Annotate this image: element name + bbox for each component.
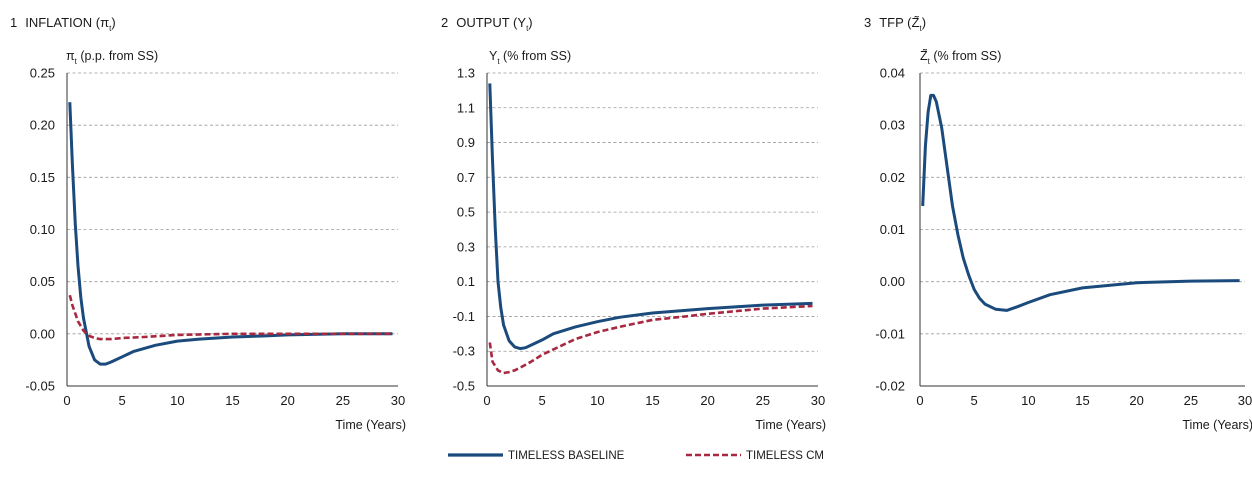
x-tick-label: 10 bbox=[590, 393, 604, 408]
panel-title-text: INFLATION (π bbox=[25, 15, 109, 30]
x-tick-label: 15 bbox=[1075, 393, 1089, 408]
x-tick-label: 15 bbox=[225, 393, 239, 408]
y-axis-label-subscript: t bbox=[75, 57, 78, 66]
y-tick-label: 0.05 bbox=[30, 274, 55, 289]
panel-number: 1 bbox=[10, 15, 17, 30]
y-tick-label: -0.01 bbox=[875, 326, 905, 341]
x-tick-label: 30 bbox=[811, 393, 825, 408]
y-tick-label: 0.25 bbox=[30, 66, 55, 81]
x-tick-label: 5 bbox=[119, 393, 126, 408]
y-axis-label: Yt (% from SS) bbox=[489, 49, 571, 66]
y-tick-label: 0.15 bbox=[30, 170, 55, 185]
series-line-timeless-baseline bbox=[68, 102, 393, 366]
series-line-timeless-cm bbox=[488, 304, 813, 375]
panel-title-text: OUTPUT (Y bbox=[456, 15, 526, 30]
y-tick-label: 1.3 bbox=[457, 66, 475, 81]
series-line-timeless-baseline bbox=[921, 93, 1240, 312]
y-tick-label: 0.03 bbox=[880, 118, 905, 133]
y-tick-label: 0.01 bbox=[880, 222, 905, 237]
y-tick-label: -0.5 bbox=[453, 379, 475, 394]
y-tick-label: -0.05 bbox=[25, 379, 55, 394]
x-axis-label: Time (Years) bbox=[1182, 418, 1252, 432]
y-axis-label: Z̃t (% from SS) bbox=[920, 48, 1001, 66]
y-axis-label-text: (p.p. from SS) bbox=[77, 49, 158, 63]
y-tick-label: 0.04 bbox=[880, 66, 905, 81]
panel-1: 1 INFLATION (πt)πt (p.p. from SS)0.250.20… bbox=[10, 15, 406, 432]
x-tick-label: 15 bbox=[645, 393, 659, 408]
y-tick-label: -0.02 bbox=[875, 379, 905, 394]
x-tick-label: 5 bbox=[971, 393, 978, 408]
x-axis-label: Time (Years) bbox=[335, 418, 406, 432]
y-axis-label-subscript: t bbox=[497, 57, 500, 66]
panel-title: 2 OUTPUT (Yt) bbox=[441, 15, 533, 33]
y-tick-label: 0.9 bbox=[457, 135, 475, 150]
series-line-timeless-cm bbox=[68, 294, 393, 341]
panel-title-close: ) bbox=[922, 15, 926, 30]
x-tick-label: 25 bbox=[756, 393, 770, 408]
panel-number: 2 bbox=[441, 15, 448, 30]
panel-3: 3 TFP (Z̃t)Z̃t (% from SS)0.040.030.020.0… bbox=[864, 15, 1252, 432]
x-tick-label: 5 bbox=[539, 393, 546, 408]
y-tick-label: 0.1 bbox=[457, 274, 475, 289]
y-axis-label-subscript: t bbox=[928, 57, 931, 66]
x-tick-label: 25 bbox=[1184, 393, 1198, 408]
y-axis-label-symbol: π bbox=[66, 49, 75, 63]
y-tick-label: 0.00 bbox=[880, 274, 905, 289]
y-tick-label: 0.00 bbox=[30, 326, 55, 341]
y-axis-label-symbol: Y bbox=[489, 49, 498, 63]
panel-title: 3 TFP (Z̃t) bbox=[864, 15, 926, 33]
series-line-timeless-baseline bbox=[488, 83, 813, 351]
panel-title-symbol: Z̃ bbox=[912, 15, 920, 30]
y-tick-label: 0.10 bbox=[30, 222, 55, 237]
x-tick-label: 10 bbox=[1021, 393, 1035, 408]
x-tick-label: 25 bbox=[336, 393, 350, 408]
y-tick-label: 0.3 bbox=[457, 239, 475, 254]
y-axis-label: πt (p.p. from SS) bbox=[66, 49, 158, 66]
panel-title-subscript: t bbox=[109, 24, 112, 33]
y-tick-label: 0.5 bbox=[457, 205, 475, 220]
y-axis-label-symbol: Z̃ bbox=[920, 48, 928, 63]
panel-title-subscript: t bbox=[526, 24, 529, 33]
x-tick-label: 20 bbox=[1129, 393, 1143, 408]
y-tick-label: 0.20 bbox=[30, 118, 55, 133]
y-tick-label: 1.1 bbox=[457, 100, 475, 115]
panel-title-text: TFP ( bbox=[879, 15, 912, 30]
y-axis-label-text: (% from SS) bbox=[500, 49, 572, 63]
y-tick-label: 0.7 bbox=[457, 170, 475, 185]
panel-title: 1 INFLATION (πt) bbox=[10, 15, 116, 33]
y-tick-label: -0.3 bbox=[453, 344, 475, 359]
x-tick-label: 20 bbox=[700, 393, 714, 408]
legend: TIMELESS BASELINE TIMELESS CM bbox=[448, 450, 824, 462]
x-tick-label: 0 bbox=[916, 393, 923, 408]
x-tick-label: 0 bbox=[483, 393, 490, 408]
y-tick-label: 0.02 bbox=[880, 170, 905, 185]
y-axis-label-text: (% from SS) bbox=[930, 49, 1002, 63]
panel-2: 2 OUTPUT (Yt)Yt (% from SS)1.31.10.90.70.… bbox=[441, 15, 826, 432]
y-tick-label: -0.1 bbox=[453, 309, 475, 324]
panel-title-close: ) bbox=[528, 15, 532, 30]
x-tick-label: 10 bbox=[170, 393, 184, 408]
panel-title-close: ) bbox=[111, 15, 115, 30]
legend-label: TIMELESS BASELINE bbox=[508, 450, 625, 462]
x-tick-label: 20 bbox=[280, 393, 294, 408]
x-tick-label: 30 bbox=[391, 393, 405, 408]
panel-number: 3 bbox=[864, 15, 871, 30]
panel-title-subscript: t bbox=[919, 24, 922, 33]
x-axis-label: Time (Years) bbox=[755, 418, 826, 432]
x-tick-label: 30 bbox=[1238, 393, 1252, 408]
legend-label: TIMELESS CM bbox=[746, 450, 824, 462]
x-tick-label: 0 bbox=[63, 393, 70, 408]
